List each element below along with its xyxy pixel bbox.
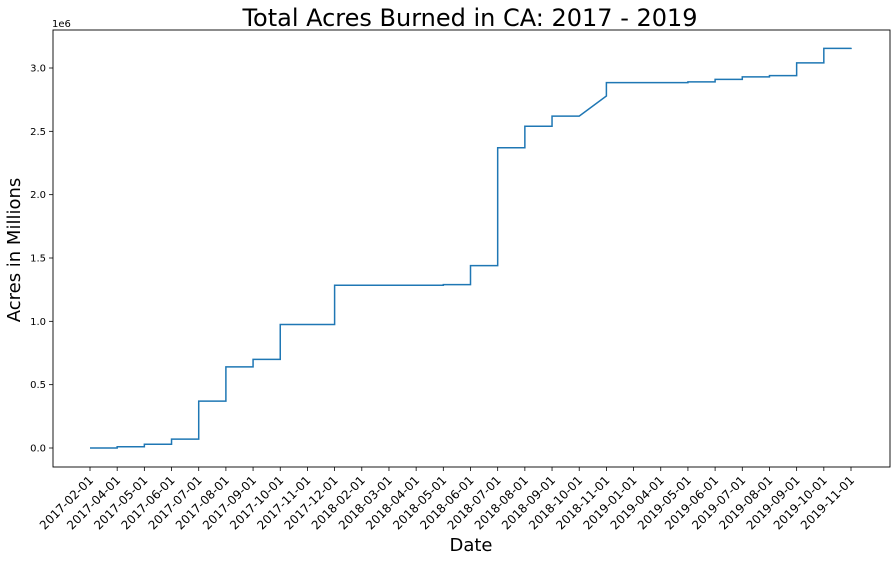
y-tick-label: 1.0 [30, 317, 46, 328]
data-point [306, 324, 308, 326]
data-point [415, 284, 417, 286]
data-point [660, 82, 662, 84]
data-point [198, 400, 200, 402]
data-point [143, 443, 145, 445]
chart-title: Total Acres Burned in CA: 2017 - 2019 [241, 4, 697, 32]
data-point [225, 366, 227, 368]
data-point [796, 62, 798, 64]
x-axis-label: Date [449, 535, 492, 556]
data-point [633, 82, 635, 84]
data-point [551, 115, 553, 117]
y-axis-label: Acres in Millions [4, 178, 25, 323]
data-point [442, 284, 444, 286]
data-point [252, 358, 254, 360]
data-point [361, 284, 363, 286]
data-point [171, 438, 173, 440]
data-point [714, 78, 716, 80]
y-tick-label: 0.0 [30, 444, 46, 455]
y-tick-label: 3.0 [30, 64, 46, 75]
data-point [89, 447, 91, 449]
data-point [524, 125, 526, 127]
data-point [116, 446, 118, 448]
plot-area-frame [52, 29, 891, 468]
data-point [687, 81, 689, 83]
x-axis: 2017-02-012017-04-012017-05-012017-06-01… [37, 467, 857, 532]
y-tick-label: 1.5 [30, 254, 46, 265]
series-line [90, 47, 852, 449]
data-point [578, 115, 580, 117]
y-tick-label: 2.5 [30, 127, 46, 138]
series-layer [89, 47, 852, 449]
data-point [768, 75, 770, 77]
data-point [470, 265, 472, 267]
y-tick-label: 0.5 [30, 380, 46, 391]
y-tick-label: 2.0 [30, 190, 46, 201]
data-point [605, 82, 607, 84]
y-axis: 0.0 0.5 1.0 1.5 2.0 2.5 3.0 [30, 64, 53, 455]
data-point [497, 147, 499, 149]
data-point [388, 284, 390, 286]
data-point [334, 284, 336, 286]
data-point [741, 76, 743, 78]
data-point [850, 47, 852, 49]
data-point [279, 324, 281, 326]
y-axis-offset-label: 1e6 [52, 19, 71, 30]
data-point [823, 47, 825, 49]
